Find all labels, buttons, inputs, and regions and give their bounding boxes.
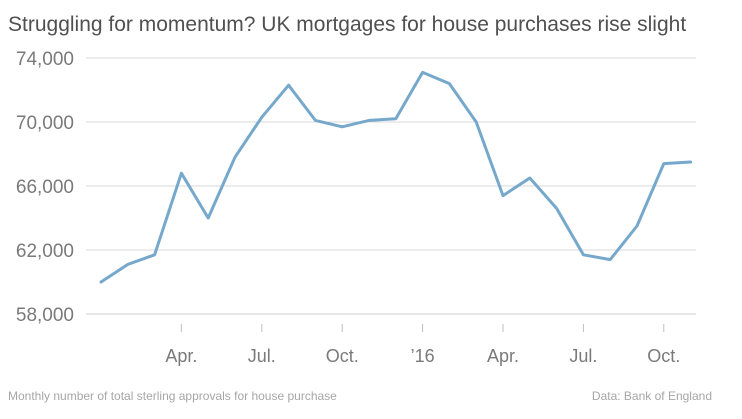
y-tick-label: 58,000: [16, 305, 74, 326]
chart-title: Struggling for momentum? UK mortgages fo…: [8, 13, 687, 36]
series-line: [99, 70, 693, 284]
footer-source: Data: Bank of England: [591, 389, 712, 403]
x-tick-label: Apr.: [165, 346, 197, 366]
y-tick-label: 66,000: [16, 177, 74, 198]
x-tick-label: Jul.: [569, 346, 597, 366]
y-tick-label: 70,000: [16, 113, 74, 134]
x-tick-label: ’16: [411, 346, 435, 366]
y-tick-label: 62,000: [16, 241, 74, 262]
x-tick-label: Apr.: [487, 346, 519, 366]
x-tick-label: Oct.: [326, 346, 359, 366]
y-tick-label: 74,000: [16, 49, 74, 70]
footer-note: Monthly number of total sterling approva…: [8, 389, 337, 403]
x-tick-label: Oct.: [647, 346, 680, 366]
x-tick-label: Jul.: [248, 346, 276, 366]
